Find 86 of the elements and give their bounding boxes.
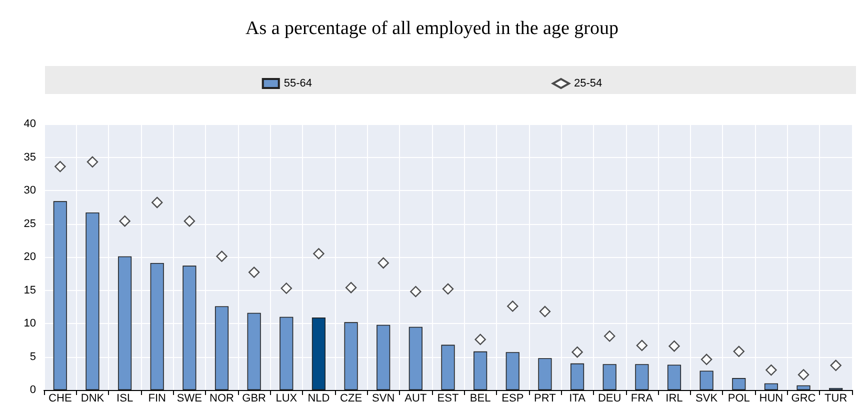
bar <box>441 344 455 390</box>
bar <box>732 378 746 390</box>
x-tick-label: DNK <box>80 392 105 404</box>
point <box>830 360 842 371</box>
bar <box>344 322 358 390</box>
point <box>442 283 454 295</box>
x-tick-label: TUR <box>824 392 848 404</box>
point <box>766 364 777 376</box>
bar <box>667 364 682 390</box>
bar <box>506 352 520 390</box>
x-tick-label: SVK <box>696 392 718 404</box>
legend-label: 25-54 <box>574 78 602 90</box>
x-tick-label: HUN <box>759 392 784 404</box>
point <box>248 266 260 278</box>
x-tick-label: IRL <box>666 392 683 404</box>
point <box>733 346 744 358</box>
point <box>280 282 292 294</box>
bar <box>118 256 132 390</box>
bar <box>376 324 390 390</box>
x-tick-label: POL <box>728 392 750 404</box>
point <box>378 257 389 269</box>
x-tick-label: ISL <box>116 392 134 404</box>
x-tick-label: ITA <box>569 392 586 404</box>
x-tick-label: NLD <box>308 392 330 404</box>
point <box>604 330 616 342</box>
point <box>572 346 583 358</box>
point <box>410 286 422 298</box>
y-tick-label: 35 <box>24 151 36 164</box>
point <box>184 215 196 227</box>
y-tick-label: 15 <box>24 284 36 296</box>
bar <box>53 201 67 390</box>
point <box>507 300 518 312</box>
y-tick-label: 25 <box>24 218 36 230</box>
x-tick-label: AUT <box>404 392 427 404</box>
y-tick-label: 5 <box>30 350 36 363</box>
bar <box>312 318 326 390</box>
point <box>54 160 66 172</box>
y-tick-label: 40 <box>24 118 36 130</box>
x-tick-label: GRC <box>791 392 816 404</box>
point <box>119 215 130 227</box>
bar <box>796 385 810 390</box>
bar <box>570 363 584 390</box>
x-tick-label: FIN <box>148 392 166 404</box>
point <box>345 282 357 294</box>
bar <box>247 312 261 390</box>
x-tick-label: SWE <box>176 392 202 404</box>
x-tick-label: CHE <box>48 392 72 404</box>
x-tick-label: LUX <box>276 392 298 404</box>
bar <box>700 370 714 390</box>
point <box>474 334 486 346</box>
chart-title: As a percentage of all employed in the age group <box>246 18 618 39</box>
point <box>798 369 810 380</box>
y-tick-label: 30 <box>24 184 36 196</box>
bar <box>602 364 616 390</box>
bar <box>150 262 164 390</box>
bar <box>280 316 294 390</box>
bar <box>182 266 196 390</box>
point <box>216 250 228 262</box>
point <box>86 156 98 168</box>
x-tick-label: EST <box>437 392 459 404</box>
point <box>152 196 163 208</box>
bar <box>408 326 422 390</box>
x-tick-label: BEL <box>470 392 491 404</box>
point <box>700 354 712 366</box>
x-tick-label: CZE <box>340 392 362 404</box>
bar <box>214 306 229 390</box>
bar <box>635 364 649 390</box>
bar <box>764 383 778 390</box>
bar <box>474 351 488 390</box>
point <box>636 340 648 352</box>
point <box>668 340 680 352</box>
x-tick-label: GBR <box>242 392 266 404</box>
y-tick-label: 10 <box>24 318 36 330</box>
y-tick-label: 20 <box>24 251 36 263</box>
x-tick-label: ESP <box>502 392 524 404</box>
bar <box>538 358 552 390</box>
x-tick-label: DEU <box>598 392 622 404</box>
x-tick-label: NOR <box>210 392 234 404</box>
point <box>313 248 324 260</box>
x-tick-label: SVN <box>372 392 395 404</box>
x-tick-label: FRA <box>630 392 654 404</box>
point <box>539 306 551 318</box>
y-tick-label: 0 <box>30 384 36 396</box>
x-tick-label: PRT <box>534 392 556 404</box>
bar <box>86 212 100 390</box>
legend-label: 55-64 <box>284 78 312 90</box>
